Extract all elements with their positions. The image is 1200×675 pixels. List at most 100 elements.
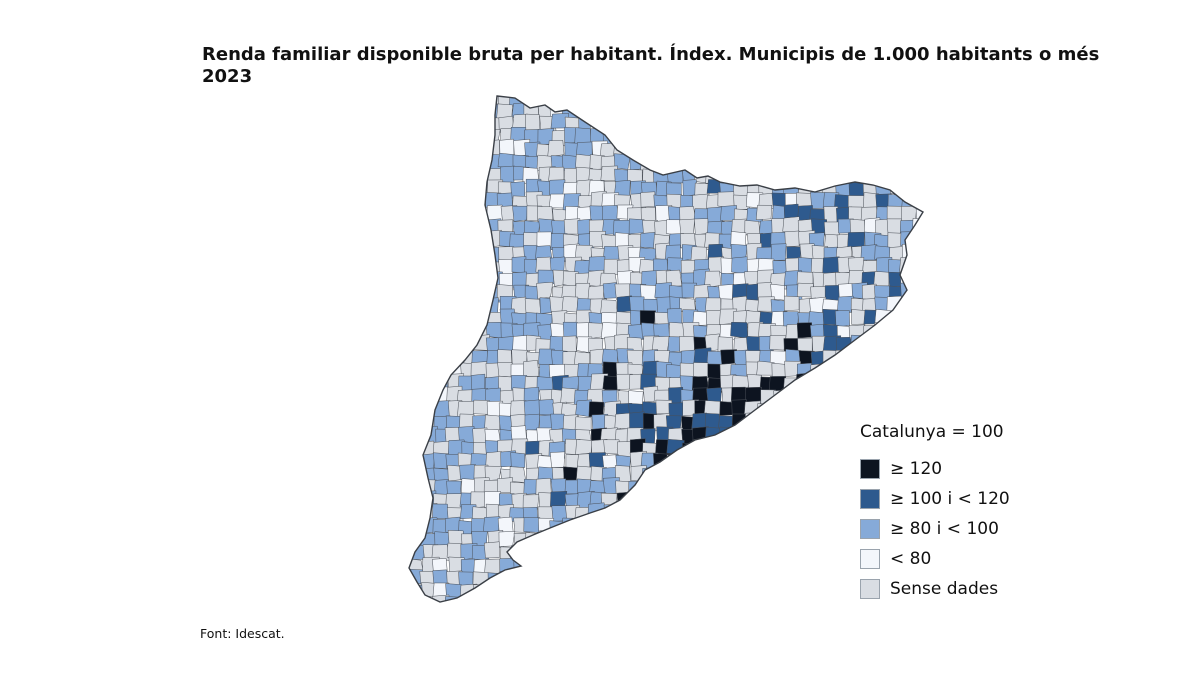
municipality-cell [795, 466, 813, 483]
municipality-cell [589, 582, 607, 600]
municipality-cell [409, 401, 412, 417]
municipality-cell [835, 530, 852, 547]
municipality-cell [836, 583, 852, 600]
municipality-cell [772, 611, 787, 615]
municipality-cell [823, 155, 841, 170]
municipality-cell [420, 597, 437, 602]
legend-swatch [860, 579, 880, 599]
municipality-cell [419, 191, 437, 208]
municipality-cell [912, 178, 923, 196]
municipality-cell [629, 115, 647, 133]
municipality-cell [730, 476, 747, 495]
municipality-cell [591, 610, 608, 615]
municipality-cell [678, 141, 696, 157]
municipality-cell [667, 608, 683, 615]
municipality-cell [409, 96, 411, 106]
municipality-cell [575, 610, 590, 615]
municipality-cell [642, 493, 659, 511]
municipality-cell [651, 593, 670, 602]
municipality-cell [419, 114, 436, 131]
municipality-cell [409, 387, 423, 405]
municipality-cell [512, 610, 528, 615]
municipality-cell [849, 166, 867, 184]
municipality-cell [512, 205, 528, 222]
municipality-cell [409, 257, 427, 273]
municipality-cell [524, 543, 542, 561]
municipality-cell [848, 96, 865, 105]
municipality-cell [409, 336, 424, 353]
municipality-cell [680, 517, 696, 534]
municipality-cell [926, 284, 940, 300]
municipality-cell [810, 520, 828, 537]
municipality-cell [564, 556, 582, 572]
municipality-cell [409, 347, 411, 366]
municipality-cell [409, 336, 412, 354]
municipality-cell [679, 336, 696, 353]
municipality-cell [472, 165, 488, 183]
municipality-cell [409, 283, 411, 300]
municipality-cell [409, 374, 425, 392]
municipality-cell [876, 96, 893, 109]
municipality-cell [590, 517, 606, 535]
municipality-cell [929, 154, 940, 169]
municipality-cell [784, 581, 803, 600]
municipality-cell [395, 610, 410, 615]
municipality-cell [825, 503, 842, 520]
municipality-cell [796, 611, 810, 615]
municipality-cell [863, 610, 879, 615]
municipality-cell [756, 531, 774, 550]
municipality-cell [874, 322, 891, 340]
municipality-cell [690, 520, 708, 536]
municipality-cell [431, 270, 450, 288]
municipality-cell [446, 128, 463, 145]
municipality-cell [929, 246, 940, 260]
municipality-cell [616, 129, 632, 146]
municipality-cell [732, 569, 750, 586]
municipality-cell [773, 153, 789, 171]
municipality-cell [901, 180, 918, 197]
municipality-cell [409, 245, 423, 264]
municipality-cell [718, 96, 734, 106]
municipality-cell [434, 309, 452, 326]
municipality-cell [409, 140, 423, 157]
municipality-cell [899, 401, 918, 419]
municipality-cell [899, 312, 915, 328]
municipality-cell [706, 478, 723, 498]
municipality-cell [549, 598, 567, 602]
municipality-cell [850, 364, 866, 382]
municipality-cell [837, 101, 853, 119]
municipality-cell [409, 493, 426, 510]
municipality-cell [757, 166, 775, 182]
municipality-cell [719, 452, 736, 470]
municipality-cell [797, 452, 813, 470]
municipality-cell [447, 244, 464, 260]
municipality-cell [747, 594, 764, 602]
municipality-cell [420, 348, 435, 364]
municipality-cell [422, 141, 438, 158]
municipality-cell [863, 337, 880, 355]
municipality-cell [435, 257, 453, 276]
municipality-cell [888, 96, 904, 108]
municipality-cell [925, 113, 940, 128]
municipality-cell [758, 155, 776, 170]
municipality-cell [471, 116, 488, 133]
municipality-cell [435, 246, 452, 264]
municipality-cell [850, 389, 867, 407]
municipality-cell [743, 96, 761, 106]
municipality-cell [459, 324, 477, 341]
municipality-cell [628, 545, 646, 562]
municipality-cell [705, 490, 723, 508]
municipality-cell [928, 221, 940, 237]
municipality-cell [786, 569, 803, 587]
municipality-cell [409, 451, 424, 468]
municipality-cell [678, 478, 695, 495]
municipality-cell [665, 127, 683, 144]
municipality-cell [732, 155, 750, 172]
municipality-cell [550, 569, 567, 586]
municipality-cell [730, 386, 747, 402]
municipality-cell [497, 595, 515, 602]
municipality-cell [434, 232, 451, 249]
municipality-cell [772, 96, 788, 106]
municipality-cell [627, 504, 642, 523]
municipality-cell [615, 595, 632, 602]
